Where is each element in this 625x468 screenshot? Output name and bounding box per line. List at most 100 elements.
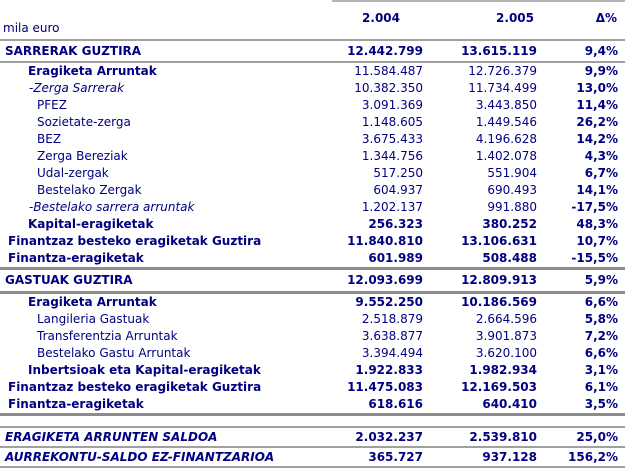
value-2005: 551.904: [487, 166, 537, 180]
row-label: -Zerga Sarrerak: [29, 81, 125, 95]
unit-label: mila euro: [3, 21, 60, 35]
value-2005: 508.488: [482, 251, 537, 265]
delta-value: 6,7%: [584, 166, 618, 180]
table-row: Bestelako Zergak 604.937 690.493 14,1%: [0, 182, 625, 199]
row-label: Udal-zergak: [37, 166, 109, 180]
table-row: GASTUAK GUZTIRA 12.093.699 12.809.913 5,…: [0, 269, 625, 293]
table-row: Sozietate-zerga 1.148.605 1.449.546 26,2…: [0, 114, 625, 131]
row-label: Finantzaz besteko eragiketak Guztira: [8, 380, 262, 394]
value-2005: 1.402.078: [475, 149, 537, 163]
value-2004: 2.518.879: [361, 312, 423, 326]
value-2005: 3.443.850: [475, 98, 537, 112]
value-2004: 9.552.250: [355, 295, 423, 309]
row-label: Eragiketa Arruntak: [28, 295, 157, 309]
delta-value: 14,2%: [576, 132, 618, 146]
delta-value: 9,4%: [584, 43, 618, 58]
row-label: Zerga Bereziak: [37, 149, 128, 163]
delta-value: 13,0%: [576, 81, 618, 95]
value-2005: 11.734.499: [468, 81, 537, 95]
value-2005: 937.128: [482, 449, 537, 464]
row-label: Finantza-eragiketak: [8, 397, 144, 411]
delta-value: 9,9%: [584, 64, 618, 78]
value-2005: 640.410: [482, 397, 537, 411]
value-2004: 3.675.433: [361, 132, 423, 146]
delta-value: 3,5%: [584, 397, 618, 411]
value-2005: 13.106.631: [461, 234, 537, 248]
value-2005: 12.726.379: [468, 64, 537, 78]
value-2004: 3.638.877: [361, 329, 423, 343]
value-2004: 604.937: [373, 183, 423, 197]
value-2005: 3.620.100: [475, 346, 537, 360]
value-2004: 601.989: [368, 251, 423, 265]
delta-value: -15,5%: [571, 251, 618, 265]
value-2004: 2.032.237: [355, 429, 423, 444]
row-label: GASTUAK GUZTIRA: [5, 273, 133, 287]
row-label: Finantzaz besteko eragiketak Guztira: [8, 234, 262, 248]
row-label: ERAGIKETA ARRUNTEN SALDOA: [5, 429, 218, 444]
table-row: -Zerga Sarrerak 10.382.350 11.734.499 13…: [0, 80, 625, 97]
value-2004: 517.250: [373, 166, 423, 180]
row-label: -Bestelako sarrera arruntak: [29, 200, 195, 214]
value-2005: 1.449.546: [475, 115, 537, 129]
value-2005: 13.615.119: [461, 43, 537, 58]
value-2004: 1.922.833: [355, 363, 423, 377]
row-label: Kapital-eragiketak: [28, 217, 154, 231]
table-row: Inbertsioak eta Kapital-eragiketak 1.922…: [0, 362, 625, 379]
value-2005: 380.252: [482, 217, 537, 231]
row-label: Bestelako Zergak: [37, 183, 142, 197]
row-label: Bestelako Gastu Arruntak: [37, 346, 191, 360]
row-label: AURREKONTU-SALDO EZ-FINANTZARIOA: [5, 449, 275, 464]
table-body: SARRERAK GUZTIRA 12.442.799 13.615.119 9…: [0, 40, 625, 467]
row-label: Inbertsioak eta Kapital-eragiketak: [28, 363, 261, 377]
value-2004: 11.475.083: [347, 380, 423, 394]
col-header-2004: 2.004: [332, 0, 425, 40]
row-label: Sozietate-zerga: [37, 115, 131, 129]
delta-value: -17,5%: [571, 200, 618, 214]
table-row: Finantzaz besteko eragiketak Guztira 11.…: [0, 233, 625, 250]
row-label: Eragiketa Arruntak: [28, 64, 157, 78]
row-label: Transferentzia Arruntak: [37, 329, 178, 343]
delta-value: 48,3%: [576, 217, 618, 231]
value-2005: 10.186.569: [461, 295, 537, 309]
value-2005: 12.809.913: [461, 273, 537, 287]
col-header-2005: 2.005: [425, 0, 539, 40]
delta-value: 14,1%: [576, 183, 618, 197]
delta-value: 4,3%: [584, 149, 618, 163]
row-label: Finantza-eragiketak: [8, 251, 144, 265]
table-row: Bestelako Gastu Arruntak 3.394.494 3.620…: [0, 345, 625, 362]
row-label: SARRERAK GUZTIRA: [5, 43, 142, 58]
table-row: Zerga Bereziak 1.344.756 1.402.078 4,3%: [0, 148, 625, 165]
value-2005: 2.539.810: [469, 429, 537, 444]
value-2004: 10.382.350: [354, 81, 423, 95]
value-2005: 4.196.628: [475, 132, 537, 146]
value-2005: 2.664.596: [475, 312, 537, 326]
delta-value: 25,0%: [576, 429, 618, 444]
delta-value: 26,2%: [576, 115, 618, 129]
value-2004: 12.442.799: [347, 43, 423, 58]
delta-value: 6,1%: [584, 380, 618, 394]
table-row: PFEZ 3.091.369 3.443.850 11,4%: [0, 97, 625, 114]
value-2004: 1.202.137: [361, 200, 423, 214]
table-row: SARRERAK GUZTIRA 12.442.799 13.615.119 9…: [0, 40, 625, 62]
delta-value: 3,1%: [584, 363, 618, 377]
table-row: AURREKONTU-SALDO EZ-FINANTZARIOA 365.727…: [0, 447, 625, 467]
table-row: Eragiketa Arruntak 11.584.487 12.726.379…: [0, 62, 625, 80]
value-2004: 365.727: [368, 449, 423, 464]
spacer-row: [0, 415, 625, 428]
delta-value: 156,2%: [568, 449, 618, 464]
table-row: Udal-zergak 517.250 551.904 6,7%: [0, 165, 625, 182]
value-2004: 1.148.605: [361, 115, 423, 129]
value-2004: 256.323: [368, 217, 423, 231]
value-2004: 1.344.756: [361, 149, 423, 163]
delta-value: 11,4%: [576, 98, 618, 112]
delta-value: 7,2%: [584, 329, 618, 343]
table-row: Transferentzia Arruntak 3.638.877 3.901.…: [0, 328, 625, 345]
table-row: Langileria Gastuak 2.518.879 2.664.596 5…: [0, 311, 625, 328]
table-row: Finantza-eragiketak 618.616 640.410 3,5%: [0, 396, 625, 415]
table-row: BEZ 3.675.433 4.196.628 14,2%: [0, 131, 625, 148]
table-row: Eragiketa Arruntak 9.552.250 10.186.569 …: [0, 293, 625, 312]
value-2004: 11.584.487: [354, 64, 423, 78]
value-2004: 3.394.494: [361, 346, 423, 360]
value-2004: 618.616: [368, 397, 423, 411]
